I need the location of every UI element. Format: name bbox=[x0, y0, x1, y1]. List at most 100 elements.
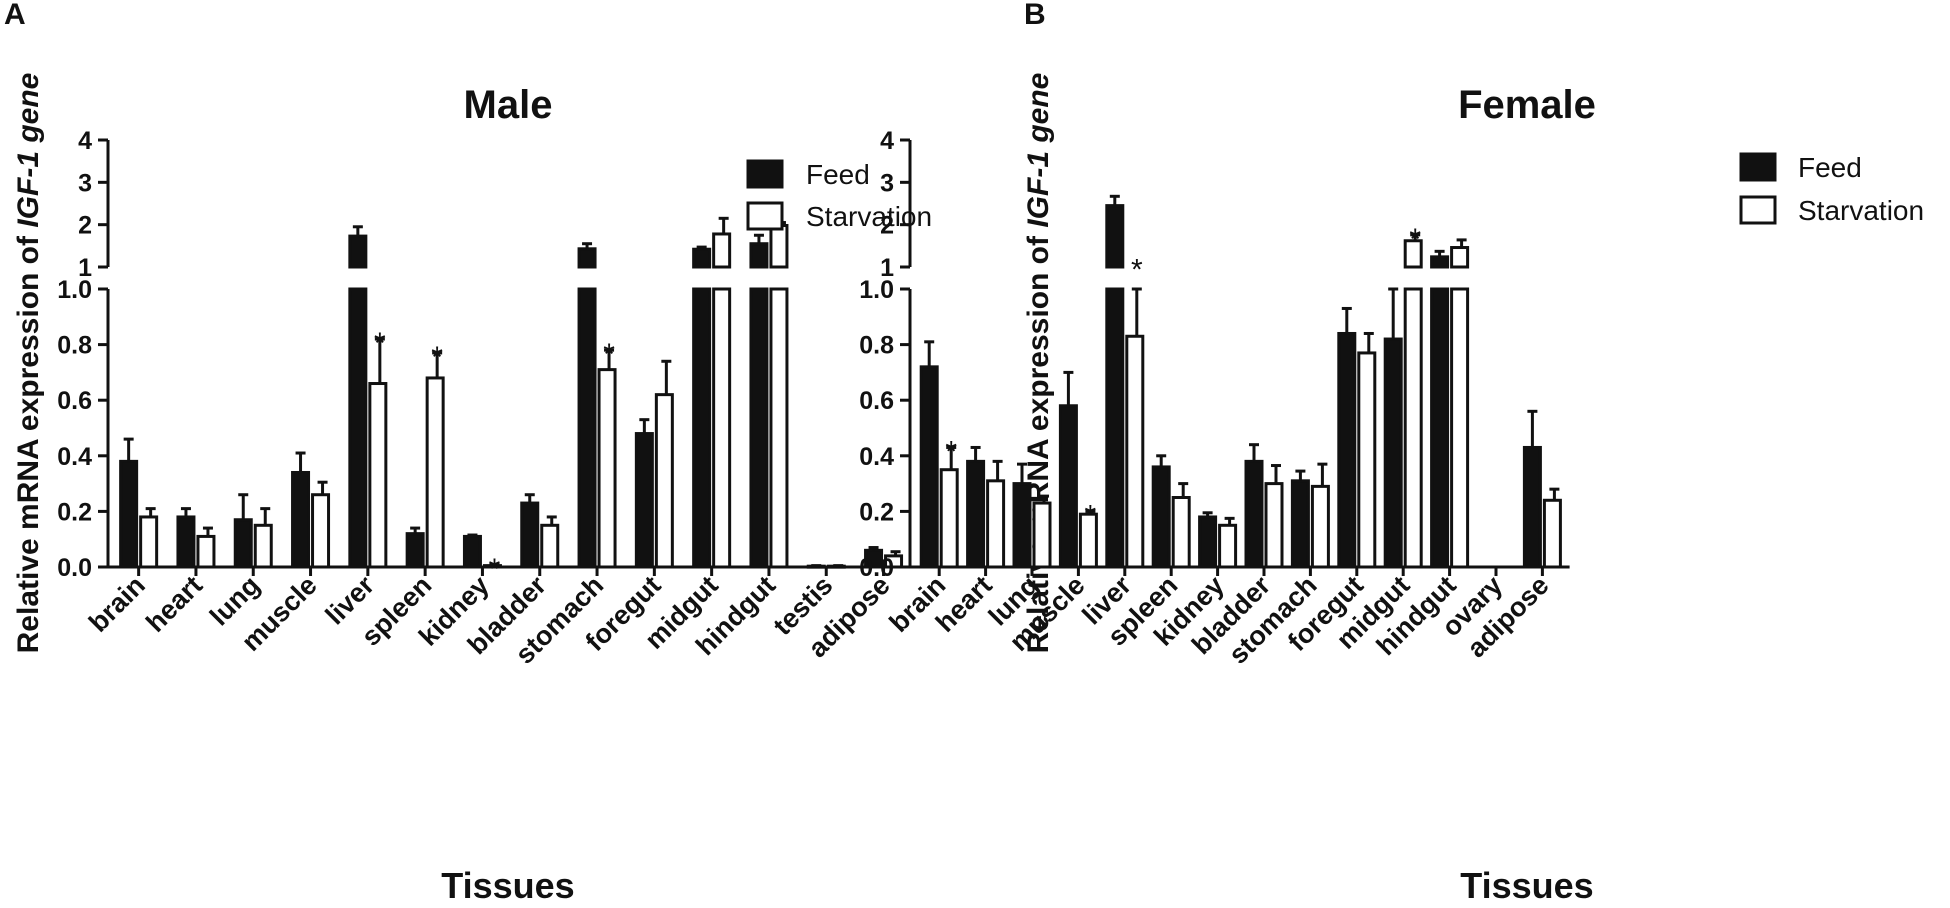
y-axis-title-male: Relative mRNA expression of IGF-1 gene bbox=[12, 73, 45, 654]
legend-male: Feed Starvation bbox=[746, 159, 932, 232]
bar-muscle-starvation bbox=[311, 493, 331, 569]
bar-adipose-starvation bbox=[884, 554, 904, 569]
bar-midgut-feed bbox=[692, 287, 712, 569]
bar-liver-feed bbox=[348, 287, 368, 569]
x-tick-label-brain: brain bbox=[83, 570, 151, 638]
bar-hindgut-starvation bbox=[1450, 287, 1470, 569]
bar-brain-feed bbox=[919, 365, 939, 569]
bar-bladder-feed bbox=[520, 501, 540, 569]
bar-liver-feed bbox=[1105, 204, 1125, 269]
bar-foregut-starvation bbox=[654, 393, 674, 569]
y-tick-label: 1 bbox=[78, 254, 92, 282]
panel-letter-b: B bbox=[1024, 0, 1046, 31]
bar-midgut-starvation bbox=[712, 232, 732, 269]
y-tick-label: 1.0 bbox=[57, 276, 92, 304]
bar-spleen-starvation bbox=[1171, 496, 1191, 569]
y-axis-title-plain: Relative mRNA expression of bbox=[1022, 228, 1055, 654]
bar-lung-starvation bbox=[1032, 501, 1052, 569]
bar-liver-feed bbox=[1105, 287, 1125, 569]
significance-star: * bbox=[603, 338, 615, 371]
legend-label-feed: Feed bbox=[806, 159, 870, 190]
bar-kidney-feed bbox=[462, 534, 482, 569]
y-tick-label: 1 bbox=[880, 254, 894, 282]
bar-stomach-starvation bbox=[597, 368, 617, 569]
y-tick-label: 4 bbox=[78, 127, 92, 155]
bar-kidney-starvation bbox=[1218, 523, 1238, 569]
bar-liver-feed bbox=[348, 234, 368, 269]
significance-star: * bbox=[1085, 499, 1097, 532]
bar-spleen-starvation bbox=[425, 376, 445, 569]
y-tick-label: 0.8 bbox=[859, 332, 894, 360]
bar-hindgut-feed bbox=[1430, 255, 1450, 269]
bar-bladder-feed bbox=[1244, 459, 1264, 569]
y-axis-title-italic: IGF-1 gene bbox=[12, 73, 45, 228]
bar-heart-starvation bbox=[196, 534, 216, 569]
y-tick-label: 0.0 bbox=[57, 554, 92, 582]
significance-star: * bbox=[1409, 223, 1421, 256]
bar-foregut-feed bbox=[634, 432, 654, 569]
bar-stomach-feed bbox=[1290, 479, 1310, 569]
bar-adipose-starvation bbox=[1542, 498, 1562, 569]
bar-foregut-feed bbox=[1337, 331, 1357, 569]
significance-star: * bbox=[489, 553, 501, 586]
bar-brain-starvation bbox=[939, 468, 959, 569]
legend-label-starvation: Starvation bbox=[806, 201, 932, 232]
legend-label-feed: Feed bbox=[1798, 152, 1862, 183]
bar-muscle-starvation bbox=[1078, 512, 1098, 569]
bar-midgut-feed bbox=[1383, 337, 1403, 569]
significance-star: * bbox=[1131, 254, 1143, 287]
bar-midgut-starvation bbox=[712, 287, 732, 569]
bar-hindgut-feed bbox=[749, 242, 769, 269]
y-tick-label: 3 bbox=[78, 169, 92, 197]
y-axis-title-female: Relative mRNA expression of IGF-1 gene bbox=[1022, 73, 1055, 654]
bar-hindgut-starvation bbox=[1450, 246, 1470, 269]
y-tick-label: 4 bbox=[880, 127, 894, 155]
bar-lung-starvation bbox=[253, 523, 273, 569]
bar-spleen-feed bbox=[1151, 465, 1171, 569]
legend-female: Feed Starvation bbox=[1739, 152, 1924, 226]
bar-lung-feed bbox=[1012, 482, 1032, 569]
bar-adipose-feed bbox=[1522, 445, 1542, 569]
bar-midgut-starvation bbox=[1403, 239, 1423, 269]
bar-brain-feed bbox=[119, 459, 139, 569]
significance-star: * bbox=[431, 341, 443, 374]
bar-lung-feed bbox=[233, 518, 253, 569]
bar-muscle-feed bbox=[291, 470, 311, 569]
y-tick-label: 0.2 bbox=[859, 498, 894, 526]
y-tick-label: 3 bbox=[880, 169, 894, 197]
bar-liver-starvation bbox=[1125, 334, 1145, 569]
chart-title-female: Female bbox=[1458, 83, 1596, 127]
significance-star: * bbox=[945, 435, 957, 468]
bar-midgut-starvation bbox=[1403, 287, 1423, 569]
bar-liver-starvation bbox=[368, 382, 388, 569]
panel-b: B Female Relative mRNA expression of IGF… bbox=[859, 0, 1924, 906]
legend-label-starvation: Starvation bbox=[1798, 195, 1924, 226]
y-tick-label: 1.0 bbox=[859, 276, 894, 304]
y-tick-label: 0.4 bbox=[57, 443, 92, 471]
bar-stomach-feed bbox=[577, 247, 597, 269]
legend-swatch-starvation bbox=[1739, 195, 1777, 225]
bar-kidney-feed bbox=[1198, 515, 1218, 569]
bar-hindgut-starvation bbox=[769, 224, 789, 269]
y-tick-label: 0.8 bbox=[57, 332, 92, 360]
x-axis-title-female: Tissues bbox=[1460, 865, 1593, 906]
bar-hindgut-starvation bbox=[769, 287, 789, 569]
bar-heart-feed bbox=[176, 515, 196, 569]
bar-bladder-starvation bbox=[540, 523, 560, 569]
bar-stomach-feed bbox=[577, 287, 597, 569]
legend-swatch-feed bbox=[1739, 152, 1777, 182]
bar-brain-starvation bbox=[139, 515, 159, 569]
significance-star: * bbox=[374, 327, 386, 360]
y-axis-title-italic: IGF-1 gene bbox=[1022, 73, 1055, 228]
bar-bladder-starvation bbox=[1264, 482, 1284, 569]
bar-heart-starvation bbox=[986, 479, 1006, 569]
bar-hindgut-feed bbox=[1430, 287, 1450, 569]
y-tick-label: 0.4 bbox=[859, 443, 894, 471]
y-tick-label: 0.0 bbox=[859, 554, 894, 582]
y-tick-label: 2 bbox=[880, 212, 894, 240]
legend-swatch-starvation bbox=[746, 201, 784, 231]
bar-midgut-feed bbox=[692, 247, 712, 269]
bar-chart-female: 0.00.20.40.60.81.01234brainheartlungmusc… bbox=[859, 127, 1570, 670]
bar-foregut-starvation bbox=[1357, 351, 1377, 569]
